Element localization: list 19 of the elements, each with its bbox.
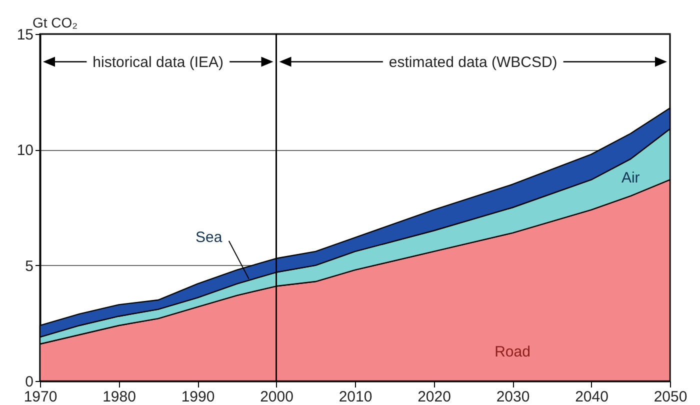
- series-label: Sea: [196, 228, 223, 246]
- x-tick-label: 2040: [575, 388, 608, 405]
- x-tick-label: 1990: [181, 388, 215, 405]
- y-tick-label: 15: [16, 26, 34, 44]
- annotation: estimated data (WBCSD): [388, 54, 558, 71]
- x-tick-label: 2000: [260, 388, 294, 405]
- y-tick-label: 5: [25, 258, 34, 275]
- x-tick-label: 2050: [654, 388, 688, 405]
- x-tick-label: 1970: [24, 388, 58, 405]
- y-tick-label: 0: [25, 374, 34, 390]
- annotation: historical data (IEA): [92, 54, 224, 71]
- y-tick-label: 10: [16, 142, 34, 160]
- x-tick-label: 2030: [496, 388, 530, 405]
- series-label: Air: [621, 169, 640, 186]
- x-tick-label: 1980: [102, 388, 136, 405]
- x-tick-label: 2020: [418, 388, 451, 405]
- y-axis-title: Gt CO₂: [32, 14, 78, 30]
- x-tick-label: 2010: [338, 388, 372, 405]
- series-label: Road: [494, 343, 530, 360]
